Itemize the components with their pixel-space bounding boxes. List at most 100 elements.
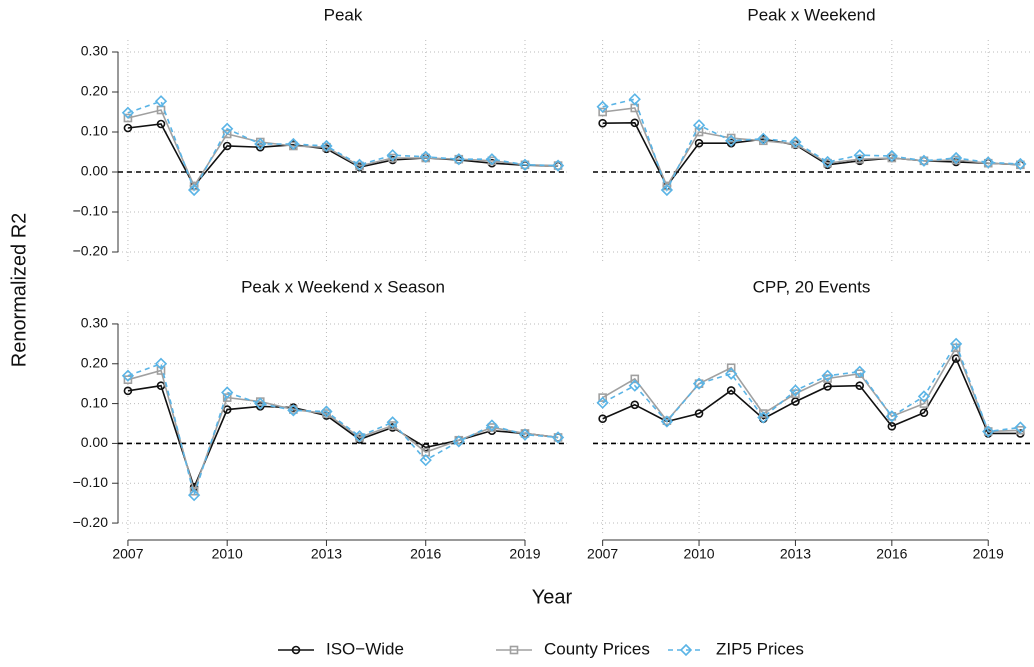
series-line bbox=[602, 356, 1021, 435]
point bbox=[855, 381, 864, 390]
point bbox=[630, 400, 640, 410]
point bbox=[254, 137, 267, 151]
y-tick-label: 0.10 bbox=[81, 123, 108, 139]
point bbox=[726, 363, 736, 373]
point bbox=[518, 158, 532, 171]
panel-title: Peak bbox=[324, 5, 363, 24]
y-tick-label: −0.20 bbox=[73, 243, 109, 259]
point bbox=[386, 149, 399, 162]
point bbox=[154, 357, 168, 370]
y-tick-label: 0.30 bbox=[81, 43, 108, 59]
point bbox=[628, 379, 641, 392]
point bbox=[983, 427, 993, 436]
point bbox=[885, 410, 898, 423]
point bbox=[485, 153, 499, 166]
point bbox=[628, 93, 641, 106]
point bbox=[320, 139, 333, 153]
point bbox=[123, 375, 133, 384]
series-line bbox=[127, 100, 559, 192]
series-line bbox=[127, 384, 559, 490]
point bbox=[222, 393, 232, 402]
point bbox=[121, 369, 135, 382]
point bbox=[222, 141, 232, 151]
point bbox=[485, 419, 499, 432]
point bbox=[919, 399, 929, 408]
point bbox=[221, 386, 234, 399]
point bbox=[982, 425, 995, 438]
point bbox=[660, 415, 674, 428]
point bbox=[982, 156, 995, 169]
point bbox=[123, 123, 133, 133]
point bbox=[679, 643, 693, 657]
point bbox=[726, 386, 736, 395]
point bbox=[419, 454, 432, 467]
point bbox=[287, 404, 300, 417]
point bbox=[821, 369, 834, 382]
point bbox=[823, 382, 832, 391]
point bbox=[694, 138, 704, 148]
y-tick-label: 0.00 bbox=[81, 434, 108, 450]
point bbox=[1014, 157, 1027, 171]
x-tick-label: 2019 bbox=[973, 546, 1004, 562]
point bbox=[388, 153, 397, 163]
point bbox=[853, 365, 866, 378]
point bbox=[254, 397, 267, 410]
point bbox=[291, 645, 301, 655]
legend-label: County Prices bbox=[544, 639, 650, 658]
legend-label: ISO−Wide bbox=[326, 639, 404, 658]
x-tick-label: 2007 bbox=[587, 546, 618, 562]
point bbox=[757, 132, 770, 145]
legend-label: ZIP5 Prices bbox=[716, 639, 804, 658]
point bbox=[694, 127, 704, 137]
point bbox=[553, 433, 563, 442]
point bbox=[692, 119, 706, 132]
series-line bbox=[602, 107, 1021, 188]
point bbox=[887, 412, 897, 421]
y-tick-label: −0.10 bbox=[73, 203, 109, 219]
point bbox=[452, 435, 465, 448]
point bbox=[553, 161, 563, 170]
point bbox=[598, 118, 607, 128]
point bbox=[949, 151, 963, 165]
point bbox=[596, 396, 609, 409]
point bbox=[123, 386, 133, 396]
panel-title: Peak x Weekend bbox=[747, 5, 875, 24]
x-tick-label: 2019 bbox=[509, 546, 540, 562]
y-tick-label: 0.20 bbox=[81, 83, 108, 99]
point bbox=[821, 155, 834, 169]
point bbox=[353, 430, 366, 443]
point bbox=[917, 390, 931, 403]
y-tick-label: −0.20 bbox=[73, 514, 109, 530]
x-tick-label: 2016 bbox=[876, 546, 907, 562]
series-line bbox=[602, 121, 1021, 188]
point bbox=[791, 397, 800, 406]
point bbox=[885, 149, 898, 163]
point bbox=[949, 337, 963, 350]
point bbox=[660, 183, 674, 197]
series-line bbox=[127, 123, 559, 188]
y-tick-label: 0.20 bbox=[81, 354, 108, 370]
point bbox=[518, 428, 532, 441]
x-tick-label: 2016 bbox=[410, 546, 441, 562]
series-line bbox=[127, 109, 559, 188]
x-tick-label: 2010 bbox=[683, 546, 714, 562]
y-tick-label: 0.10 bbox=[81, 394, 108, 410]
point bbox=[1014, 421, 1027, 434]
point bbox=[551, 159, 565, 172]
point bbox=[123, 113, 133, 123]
point bbox=[421, 443, 431, 452]
point bbox=[917, 154, 931, 167]
point bbox=[725, 134, 738, 147]
x-axis-label: Year bbox=[532, 586, 573, 608]
point bbox=[154, 95, 168, 108]
point bbox=[598, 393, 607, 402]
point bbox=[694, 379, 704, 388]
panel-title: CPP, 20 Events bbox=[753, 277, 871, 296]
point bbox=[121, 106, 135, 119]
point bbox=[221, 122, 234, 135]
point bbox=[725, 367, 738, 380]
point bbox=[598, 414, 607, 424]
point bbox=[692, 377, 706, 390]
point bbox=[353, 158, 366, 171]
point bbox=[386, 416, 399, 429]
